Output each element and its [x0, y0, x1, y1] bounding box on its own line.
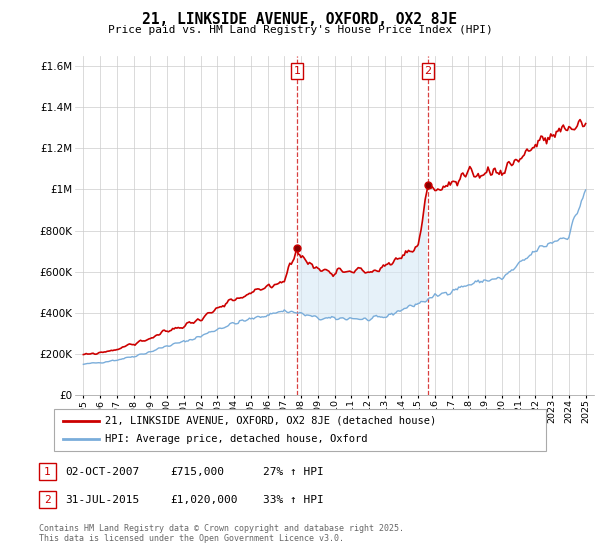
- Text: 21, LINKSIDE AVENUE, OXFORD, OX2 8JE: 21, LINKSIDE AVENUE, OXFORD, OX2 8JE: [143, 12, 458, 27]
- Text: 27% ↑ HPI: 27% ↑ HPI: [263, 466, 323, 477]
- Text: Contains HM Land Registry data © Crown copyright and database right 2025.
This d: Contains HM Land Registry data © Crown c…: [39, 524, 404, 543]
- Text: 21, LINKSIDE AVENUE, OXFORD, OX2 8JE (detached house): 21, LINKSIDE AVENUE, OXFORD, OX2 8JE (de…: [105, 416, 436, 426]
- Text: 1: 1: [44, 466, 51, 477]
- Text: £715,000: £715,000: [170, 466, 224, 477]
- Text: 33% ↑ HPI: 33% ↑ HPI: [263, 494, 323, 505]
- Text: 2: 2: [424, 66, 431, 76]
- Text: Price paid vs. HM Land Registry's House Price Index (HPI): Price paid vs. HM Land Registry's House …: [107, 25, 493, 35]
- Text: £1,020,000: £1,020,000: [170, 494, 238, 505]
- Text: 31-JUL-2015: 31-JUL-2015: [65, 494, 139, 505]
- Text: HPI: Average price, detached house, Oxford: HPI: Average price, detached house, Oxfo…: [105, 434, 367, 444]
- Text: 1: 1: [293, 66, 301, 76]
- Text: 02-OCT-2007: 02-OCT-2007: [65, 466, 139, 477]
- Text: 2: 2: [44, 494, 51, 505]
